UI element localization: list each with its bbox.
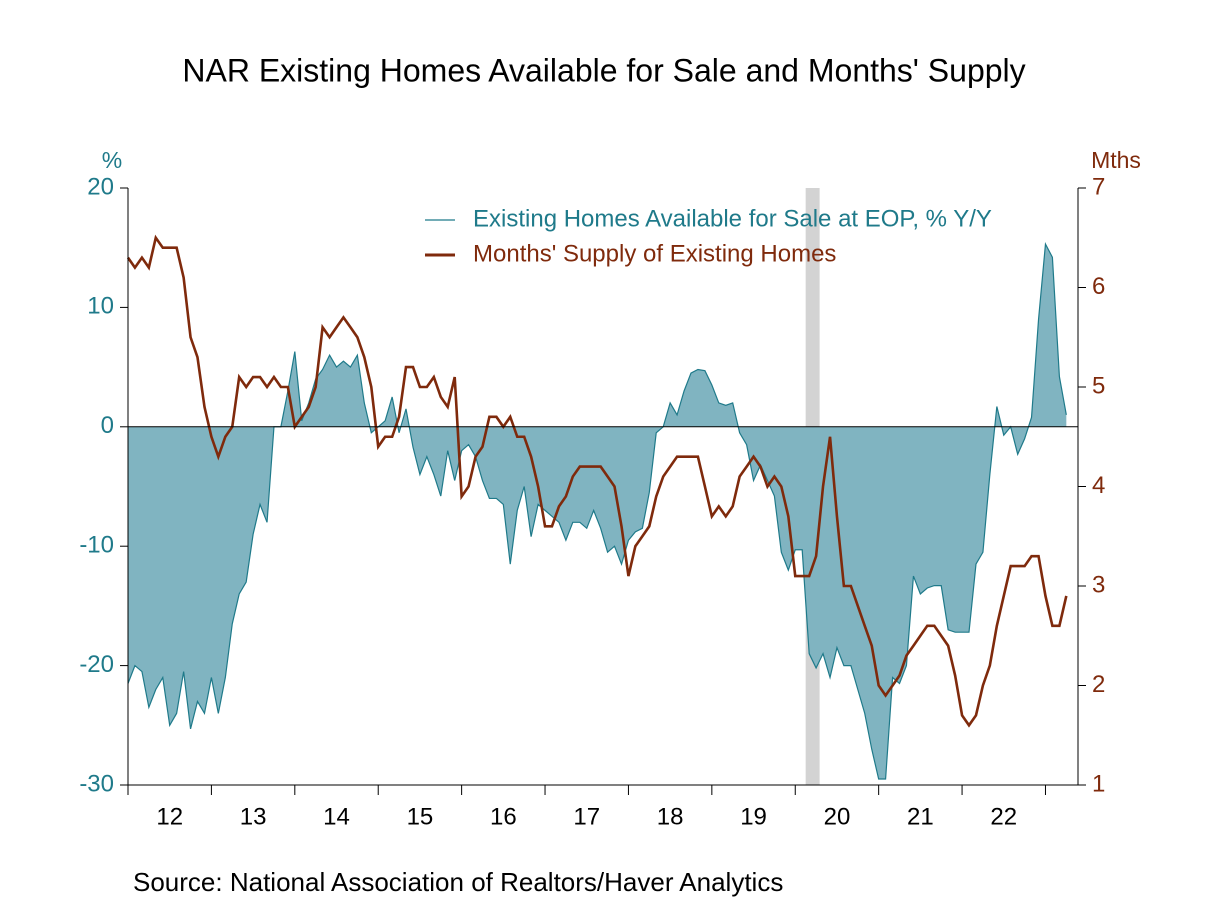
- y2-tick-label: 7: [1092, 173, 1105, 200]
- y-tick-label: 0: [101, 412, 114, 439]
- source-note: Source: National Association of Realtors…: [133, 867, 783, 897]
- x-tick-label: 13: [240, 803, 267, 830]
- y2-tick-label: 1: [1092, 770, 1105, 797]
- x-tick-label: 16: [490, 803, 517, 830]
- y-tick-label: -20: [79, 651, 114, 678]
- y-tick-label: 10: [87, 293, 114, 320]
- x-tick-label: 17: [573, 803, 600, 830]
- x-tick-label: 12: [156, 803, 183, 830]
- x-tick-label: 19: [740, 803, 767, 830]
- x-tick-label: 22: [990, 803, 1017, 830]
- y2-axis-label: Mths: [1091, 147, 1141, 173]
- x-tick-label: 21: [907, 803, 934, 830]
- area-line: [127, 242, 1067, 780]
- line: [126, 234, 1068, 728]
- chart-title: NAR Existing Homes Available for Sale an…: [182, 52, 1025, 88]
- y2-tick-label: 2: [1092, 671, 1105, 698]
- y2-tick-label: 5: [1092, 372, 1105, 399]
- y2-tick-label: 3: [1092, 571, 1105, 598]
- x-tick-label: 15: [407, 803, 434, 830]
- legend-label: Existing Homes Available for Sale at EOP…: [473, 205, 992, 232]
- x-tick-label: 18: [657, 803, 684, 830]
- y2-tick-label: 6: [1092, 273, 1105, 300]
- y-axis-label: %: [102, 147, 122, 173]
- y-tick-label: -10: [79, 532, 114, 559]
- x-tick-label: 14: [323, 803, 350, 830]
- y-tick-label: -30: [79, 770, 114, 797]
- y-tick-label: 20: [87, 173, 114, 200]
- legend-label: Months' Supply of Existing Homes: [473, 240, 836, 267]
- area-fill: [128, 244, 1067, 780]
- y2-tick-label: 4: [1092, 472, 1105, 499]
- x-tick-label: 20: [824, 803, 851, 830]
